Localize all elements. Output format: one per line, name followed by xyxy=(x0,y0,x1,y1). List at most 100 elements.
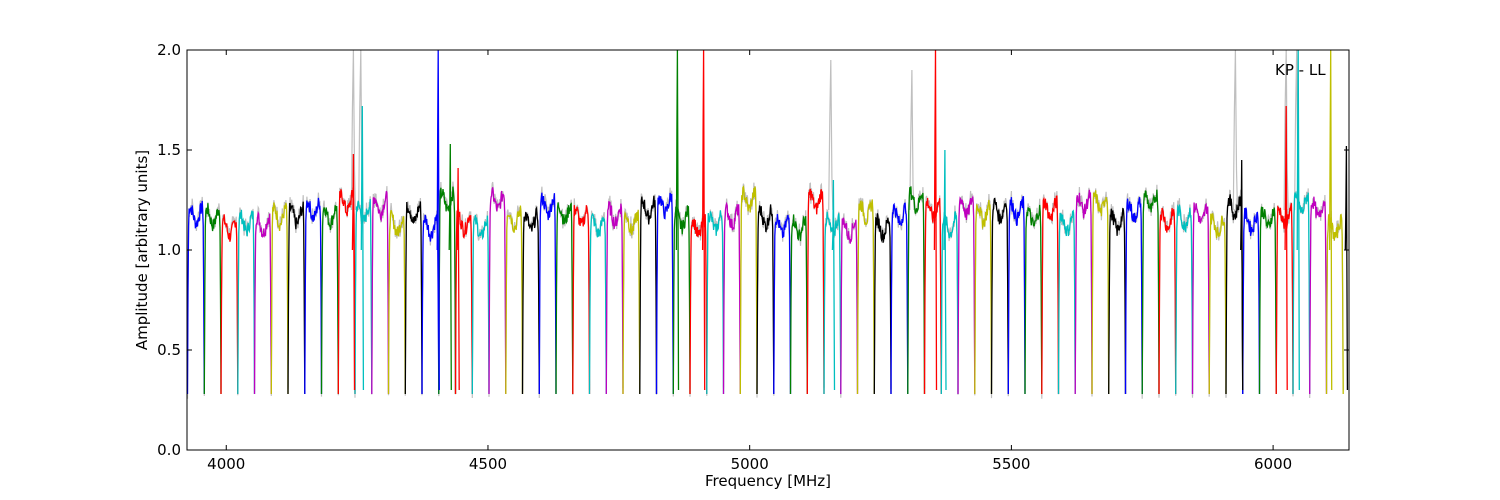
channel-trace-49 xyxy=(1007,196,1026,395)
background-spike-2 xyxy=(828,59,834,211)
channel-trace-9 xyxy=(337,189,356,395)
channel-trace-64 xyxy=(1258,206,1277,395)
channel-trace-0 xyxy=(187,200,205,395)
channel-trace-53 xyxy=(1074,189,1093,395)
x-tick-label: 5000 xyxy=(731,455,769,473)
x-axis-label: Frequency [MHz] xyxy=(705,472,831,490)
background-trace-52 xyxy=(1057,209,1076,390)
background-trace-12 xyxy=(387,203,406,394)
channel-trace-32 xyxy=(722,201,741,395)
channel-trace-11 xyxy=(371,190,390,395)
channel-trace-48 xyxy=(990,197,1009,395)
background-trace-31 xyxy=(706,209,725,392)
spike-13 xyxy=(1328,50,1333,391)
plot-area xyxy=(187,50,1349,399)
background-trace-21 xyxy=(538,186,557,399)
channel-trace-23 xyxy=(572,205,591,395)
background-trace-42 xyxy=(890,199,909,391)
background-trace-64 xyxy=(1258,202,1277,393)
channel-trace-18 xyxy=(488,187,507,395)
channel-trace-20 xyxy=(521,205,540,395)
spike-10 xyxy=(1240,159,1244,391)
background-spike-5 xyxy=(1283,50,1289,211)
background-trace-65 xyxy=(1275,202,1294,393)
channel-trace-34 xyxy=(756,204,775,395)
background-trace-66 xyxy=(1292,188,1311,397)
channel-trace-50 xyxy=(1024,204,1043,395)
channel-trace-19 xyxy=(505,205,524,395)
spike-11 xyxy=(1284,105,1288,391)
channel-trace-4 xyxy=(253,210,272,395)
background-trace-17 xyxy=(471,210,490,399)
spike-3 xyxy=(448,143,452,391)
background-trace-8 xyxy=(320,200,339,389)
spike-8 xyxy=(933,50,938,391)
channel-trace-62 xyxy=(1225,194,1244,395)
channel-trace-59 xyxy=(1175,204,1194,395)
background-spike-3 xyxy=(909,69,915,211)
channel-trace-31 xyxy=(706,210,725,395)
channel-trace-8 xyxy=(320,205,339,395)
y-tick-label: 0.0 xyxy=(157,441,181,459)
background-trace-22 xyxy=(555,199,574,395)
spike-2 xyxy=(436,50,440,391)
background-trace-18 xyxy=(488,181,507,397)
background-trace-40 xyxy=(856,197,875,391)
plot-annotation: KP - LL xyxy=(1275,61,1326,79)
spike-9 xyxy=(943,149,947,391)
channel-trace-37 xyxy=(806,188,825,395)
channel-trace-27 xyxy=(639,195,658,395)
spike-1 xyxy=(360,105,365,391)
channel-trace-6 xyxy=(287,201,306,395)
channel-trace-43 xyxy=(907,186,926,395)
background-trace-15 xyxy=(438,181,457,397)
y-tick-label: 1.0 xyxy=(157,241,181,259)
background-trace-60 xyxy=(1191,198,1210,397)
channel-trace-22 xyxy=(555,202,574,395)
channel-trace-60 xyxy=(1191,202,1210,395)
channel-trace-65 xyxy=(1275,203,1294,395)
channel-trace-47 xyxy=(974,199,993,395)
channel-trace-36 xyxy=(789,214,808,395)
y-tick-label: 2.0 xyxy=(157,41,181,59)
channel-trace-39 xyxy=(840,217,859,395)
background-trace-37 xyxy=(806,182,825,393)
spike-14 xyxy=(1344,145,1349,391)
background-trace-46 xyxy=(957,190,976,396)
spike-5 xyxy=(675,50,680,391)
channel-trace-28 xyxy=(655,192,674,395)
background-trace-23 xyxy=(572,198,591,393)
x-tick-label: 6000 xyxy=(1254,455,1292,473)
channel-trace-46 xyxy=(957,195,976,395)
spike-7 xyxy=(831,179,836,391)
background-trace-48 xyxy=(990,196,1009,399)
channel-trace-41 xyxy=(873,213,892,395)
channel-trace-66 xyxy=(1292,191,1311,395)
background-trace-3 xyxy=(237,207,256,396)
y-axis-label: Amplitude [arbitrary units] xyxy=(133,150,151,350)
y-tick-label: 0.5 xyxy=(157,341,181,359)
background-trace-19 xyxy=(505,205,524,394)
background-spike-4 xyxy=(1232,50,1239,211)
channel-trace-35 xyxy=(773,214,792,395)
background-trace-7 xyxy=(304,192,323,397)
background-trace-51 xyxy=(1041,191,1060,399)
background-trace-56 xyxy=(1124,193,1143,399)
channel-trace-40 xyxy=(856,199,875,395)
x-tick-label: 4500 xyxy=(469,455,507,473)
channel-trace-57 xyxy=(1141,189,1160,395)
channel-trace-44 xyxy=(923,197,942,395)
background-spike-0 xyxy=(350,50,357,211)
channel-trace-52 xyxy=(1057,209,1076,395)
background-trace-39 xyxy=(840,213,859,398)
background-trace-50 xyxy=(1024,198,1043,393)
channel-trace-15 xyxy=(438,186,457,395)
spike-0 xyxy=(351,153,356,391)
x-tick-label: 5500 xyxy=(992,455,1030,473)
channel-trace-51 xyxy=(1041,195,1060,395)
channel-trace-56 xyxy=(1124,197,1143,395)
background-trace-25 xyxy=(605,195,624,392)
channel-trace-58 xyxy=(1158,207,1177,395)
background-trace-26 xyxy=(622,207,641,390)
channel-trace-5 xyxy=(270,202,289,395)
